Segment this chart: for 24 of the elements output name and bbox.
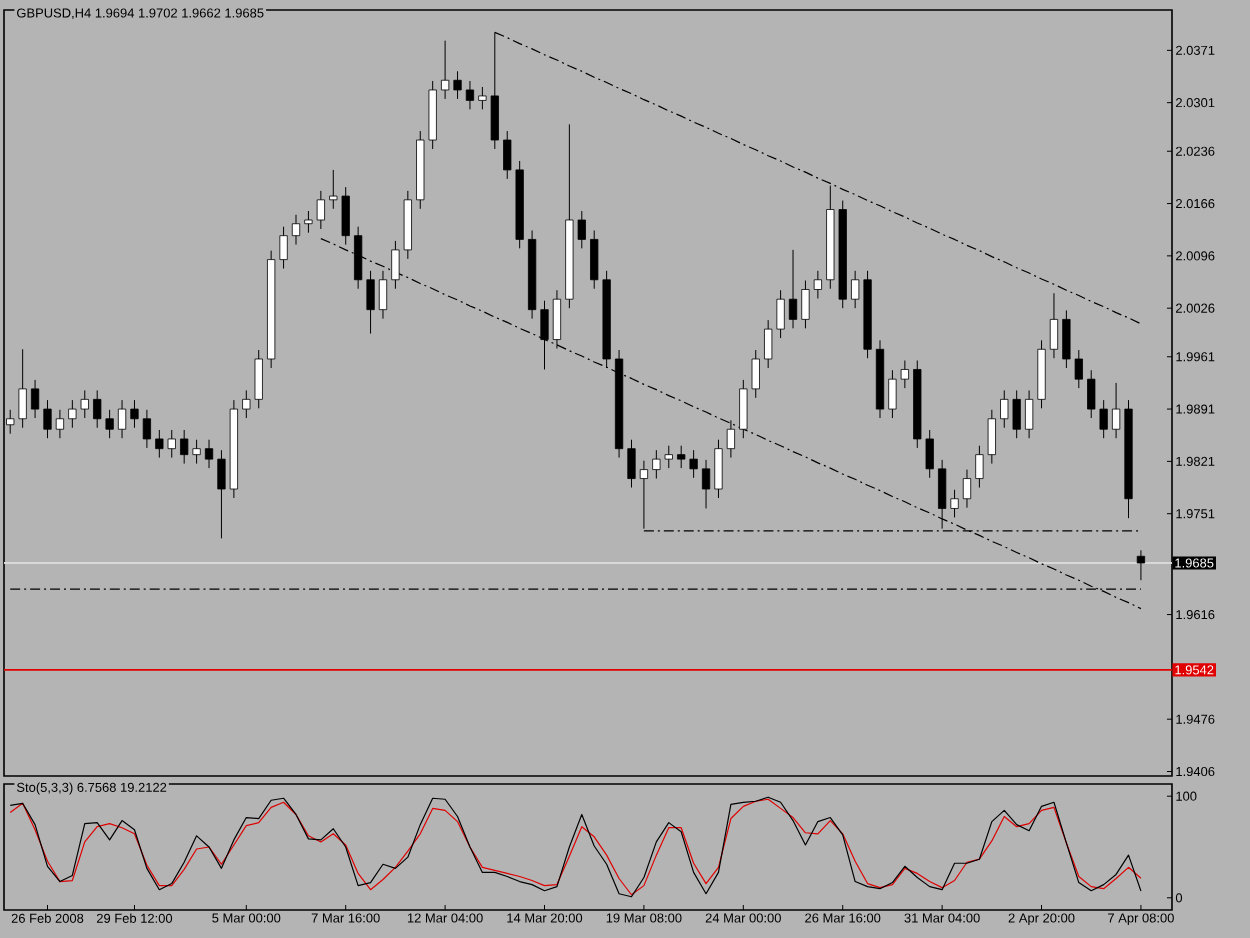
candlestick (55, 409, 65, 439)
candlestick (378, 270, 388, 320)
candlestick (714, 439, 723, 499)
candlestick (130, 399, 139, 429)
candlestick (291, 214, 301, 246)
candlestick (540, 300, 549, 370)
candlestick (440, 40, 450, 100)
candlestick (142, 409, 152, 449)
candlestick (788, 249, 798, 329)
candlestick (465, 80, 475, 110)
candlestick (117, 399, 127, 439)
candlestick (1049, 292, 1059, 359)
candlestick (701, 459, 711, 509)
candlestick (627, 439, 636, 489)
candlestick (43, 399, 52, 439)
candlestick (1136, 549, 1146, 581)
candlestick (726, 419, 736, 459)
candlestick (204, 439, 214, 469)
candlestick (453, 70, 462, 100)
candlestick (552, 289, 562, 350)
candlestick (962, 469, 972, 509)
candlestick (1024, 389, 1034, 439)
candlestick (30, 379, 40, 419)
candlestick (1111, 382, 1121, 439)
